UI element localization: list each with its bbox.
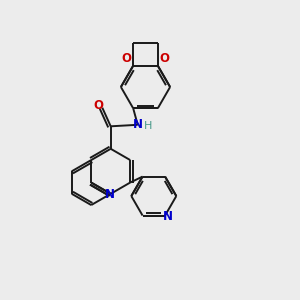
Text: O: O (159, 52, 170, 65)
Text: H: H (144, 121, 152, 131)
Text: O: O (94, 99, 104, 112)
Text: N: N (105, 188, 115, 201)
Text: O: O (122, 52, 132, 65)
Text: N: N (133, 118, 143, 131)
Text: N: N (163, 210, 172, 223)
